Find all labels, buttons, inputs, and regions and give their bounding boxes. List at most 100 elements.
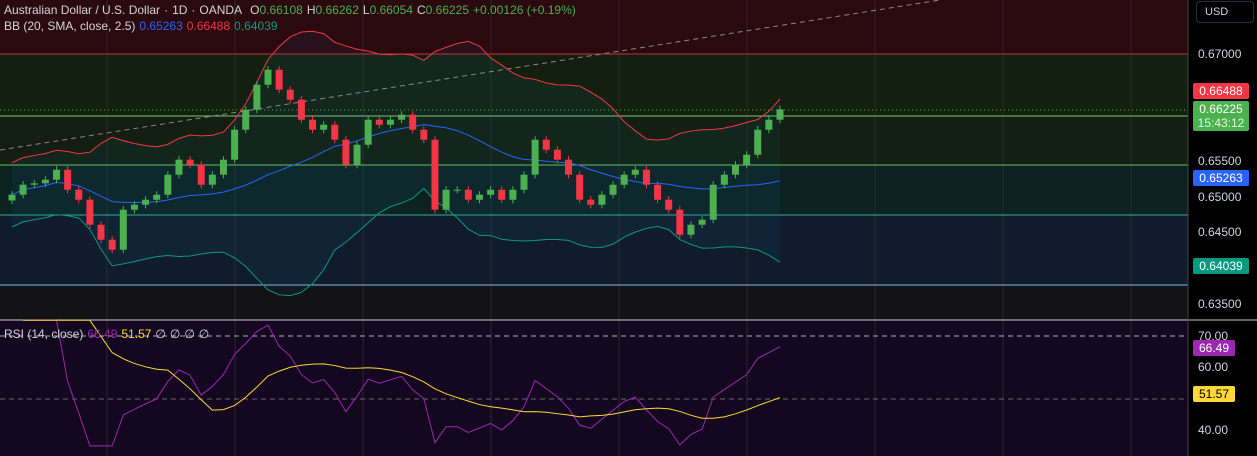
rsi-line <box>23 319 781 447</box>
bb-basis-line <box>11 123 781 204</box>
candle-body <box>30 183 38 185</box>
bar-countdown: 15:43:12 <box>1197 116 1245 130</box>
candle-body <box>665 199 673 210</box>
candle-body <box>286 89 294 100</box>
candle-body <box>353 144 361 165</box>
open-label: O <box>250 3 260 17</box>
background-band <box>0 54 1188 116</box>
candle-body <box>420 129 428 140</box>
rsi-tick: 70.00 <box>1198 329 1229 343</box>
change-value: +0.00126 (+0.19%) <box>473 3 576 17</box>
bb-fill <box>12 31 780 296</box>
candle-body <box>208 174 216 185</box>
rsi-tick: 60.00 <box>1198 360 1229 374</box>
price-tick: 0.67000 <box>1198 47 1242 61</box>
candle-body <box>475 194 483 200</box>
candle-body <box>53 169 61 180</box>
candle-body <box>186 159 194 165</box>
candle-body <box>754 129 762 155</box>
candle-body <box>197 164 205 185</box>
candle-body <box>565 159 573 175</box>
rsi-ma-value: 51.57 <box>121 327 152 341</box>
interval[interactable]: 1D <box>172 3 188 17</box>
candle-body <box>509 189 517 200</box>
candle-body <box>687 224 695 235</box>
candle-body <box>431 139 439 210</box>
candle-body <box>297 99 305 120</box>
candle-body <box>598 194 606 205</box>
low-value: 0.66054 <box>369 3 413 17</box>
candle-body <box>609 184 617 195</box>
bb-lower-value: 0.64039 <box>234 19 278 33</box>
candle-body <box>119 209 127 250</box>
bb-upper-tag: 0.66488 <box>1193 83 1249 99</box>
last-price-tag: 0.66225 15:43:12 <box>1193 101 1249 131</box>
bb-legend[interactable]: BB (20, SMA, close, 2.5) 0.65263 0.66488… <box>4 19 278 33</box>
background-band <box>0 116 1188 165</box>
candle-body <box>375 119 383 125</box>
candle-body <box>8 194 16 201</box>
candle-body <box>153 194 161 200</box>
rsi-legend[interactable]: RSI (14, close) 66.49 51.57 ∅ ∅ ∅ ∅ <box>4 327 209 341</box>
background-band <box>0 320 1188 456</box>
candle-body <box>164 174 172 195</box>
price-tick: 0.64500 <box>1198 225 1242 239</box>
candle-body <box>743 154 751 165</box>
high-value: 0.66262 <box>315 3 359 17</box>
candle-body <box>776 109 784 120</box>
candle-body <box>386 119 394 125</box>
candle-body <box>631 169 639 175</box>
candle-body <box>720 174 728 185</box>
candle-body <box>242 109 250 130</box>
candle-body <box>709 184 717 220</box>
bb-basis-tag: 0.65263 <box>1193 170 1249 186</box>
currency-button[interactable]: USD <box>1196 1 1254 23</box>
rsi-tick: 40.00 <box>1198 423 1229 437</box>
bb-basis-value: 0.65263 <box>139 19 183 33</box>
candle-body <box>553 149 561 160</box>
candle-body <box>97 224 105 240</box>
candle-body <box>41 179 49 184</box>
candle-body <box>498 189 506 200</box>
candle-body <box>765 119 773 130</box>
bb-lower-line <box>11 187 781 297</box>
bb-label: BB (20, SMA, close, 2.5) <box>4 19 136 33</box>
open-value: 0.66108 <box>259 3 303 17</box>
background-band <box>0 0 1188 54</box>
background-band <box>0 215 1188 285</box>
candle-body <box>542 139 550 150</box>
bb-upper-value: 0.66488 <box>186 19 231 33</box>
candle-body <box>642 169 650 185</box>
candle-body <box>442 189 450 210</box>
rsi-label: RSI (14, close) <box>4 327 84 341</box>
rsi-tag: 66.49 <box>1193 340 1235 356</box>
candle-body <box>676 209 684 235</box>
candle-body <box>331 124 339 140</box>
rsi-ma-line <box>23 319 781 419</box>
rsi-value: 66.49 <box>87 327 118 341</box>
price-tick: 0.65000 <box>1198 190 1242 204</box>
symbol-legend: Australian Dollar / U.S. Dollar · 1D · OAN… <box>4 3 576 17</box>
rsi-ma-tag: 51.57 <box>1193 386 1235 402</box>
rsi-empty-4: ∅ <box>198 327 210 341</box>
exchange: OANDA <box>199 3 243 17</box>
candle-body <box>698 219 706 225</box>
candle-body <box>309 119 317 130</box>
candle-body <box>364 119 372 145</box>
rsi-empty-2: ∅ <box>169 327 181 341</box>
candle-body <box>108 239 116 250</box>
price-tick: 0.63500 <box>1198 297 1242 311</box>
candle-body <box>130 204 138 210</box>
candle-body <box>86 199 94 225</box>
symbol-name[interactable]: Australian Dollar / U.S. Dollar <box>4 3 161 17</box>
low-label: L <box>362 3 370 17</box>
candle-body <box>342 139 350 165</box>
candle-body <box>253 84 261 110</box>
candle-body <box>275 69 283 90</box>
candle-body <box>264 69 272 85</box>
candle-body <box>576 174 584 200</box>
close-value: 0.66225 <box>425 3 470 17</box>
last-price: 0.66225 <box>1199 102 1243 116</box>
candle-body <box>398 114 406 120</box>
